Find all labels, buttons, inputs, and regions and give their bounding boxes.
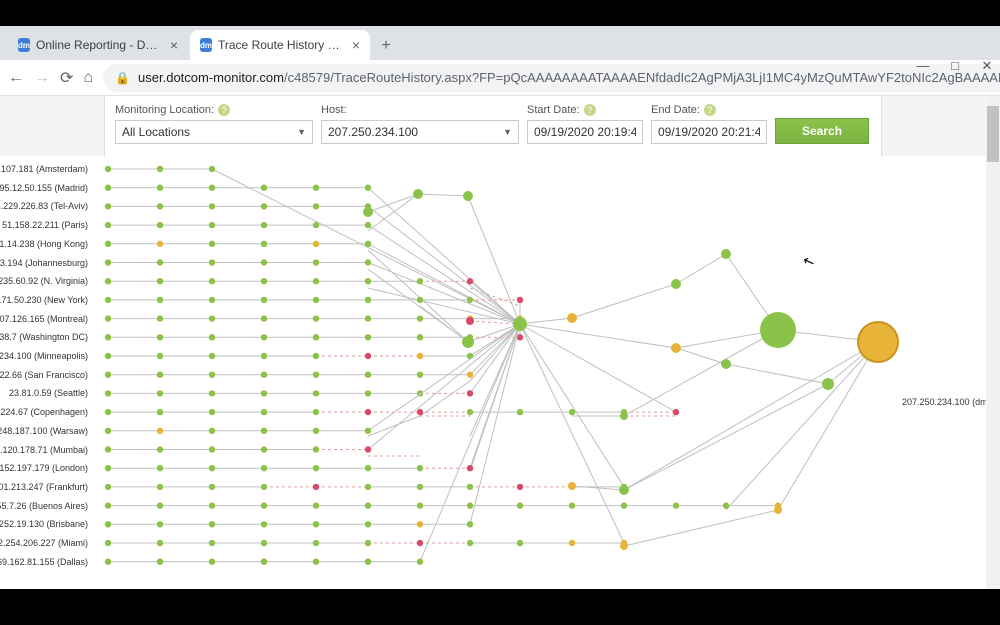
source-label: 103.120.178.71 (Mumbai) bbox=[0, 445, 88, 455]
chevron-down-icon: ▼ bbox=[297, 127, 306, 137]
help-icon[interactable]: ? bbox=[704, 104, 716, 116]
source-label: 5.152.197.179 (London) bbox=[0, 463, 88, 473]
source-label: 51.158.22.211 (Paris) bbox=[2, 220, 88, 230]
source-label: 5.201.213.247 (Frankfurt) bbox=[0, 482, 88, 492]
help-icon[interactable]: ? bbox=[218, 104, 230, 116]
source-label: 49.22.66 (San Francisco) bbox=[0, 370, 88, 380]
tab-favicon-icon: dm bbox=[18, 38, 30, 52]
end-date-input[interactable] bbox=[651, 120, 767, 144]
end-date-label: End Date:? bbox=[651, 104, 767, 116]
network-svg bbox=[0, 156, 986, 589]
back-button[interactable]: ← bbox=[8, 69, 24, 87]
source-label: 21.23.194 (Johannesburg) bbox=[0, 258, 88, 268]
source-label: 23.235.60.92 (N. Virginia) bbox=[0, 276, 88, 286]
help-icon[interactable]: ? bbox=[584, 104, 596, 116]
scrollbar[interactable] bbox=[986, 96, 1000, 589]
forward-button[interactable]: → bbox=[34, 69, 50, 87]
scroll-thumb[interactable] bbox=[987, 106, 999, 162]
tab-close-icon[interactable]: × bbox=[170, 37, 178, 53]
start-date-label: Start Date:? bbox=[527, 104, 643, 116]
host-select[interactable]: 207.250.234.100▼ bbox=[321, 120, 519, 144]
source-label: 14.107.126.165 (Montreal) bbox=[0, 314, 88, 324]
source-label: 69.162.81.155 (Dallas) bbox=[0, 557, 88, 567]
source-label: 142.107.181 (Amsterdam) bbox=[0, 164, 88, 174]
tab-favicon-icon: dm bbox=[200, 38, 212, 52]
source-label: 23.81.0.59 (Seattle) bbox=[9, 388, 88, 398]
url-text: user.dotcom-monitor.com/c48579/TraceRout… bbox=[138, 70, 1000, 85]
source-label: 28.238.7 (Washington DC) bbox=[0, 332, 88, 342]
source-label: 185.229.226.83 (Tel-Aviv) bbox=[0, 201, 88, 211]
tab-title: Online Reporting - Dotcom-Mo bbox=[36, 38, 160, 52]
tab-bar: dm Online Reporting - Dotcom-Mo × dm Tra… bbox=[0, 26, 1000, 60]
source-label: 50.234.100 (Minneapolis) bbox=[0, 351, 88, 361]
traceroute-chart[interactable]: 142.107.181 (Amsterdam) 195.12.50.155 (Ma… bbox=[0, 156, 986, 589]
new-tab-button[interactable]: + bbox=[372, 32, 400, 60]
home-button[interactable]: ⌂ bbox=[83, 69, 93, 87]
lock-icon: 🔒 bbox=[115, 71, 130, 85]
start-date-input[interactable] bbox=[527, 120, 643, 144]
search-button[interactable]: Search bbox=[775, 118, 869, 144]
tab-title: Trace Route History - Dotcom-M bbox=[218, 38, 342, 52]
source-label: 23.252.19.130 (Brisbane) bbox=[0, 519, 88, 529]
url-input[interactable]: 🔒 user.dotcom-monitor.com/c48579/TraceRo… bbox=[103, 64, 1000, 92]
window-controls: — □ ✕ bbox=[916, 58, 994, 74]
close-button[interactable]: ✕ bbox=[980, 58, 994, 74]
reload-button[interactable]: ⟳ bbox=[60, 68, 73, 88]
page-content: Monitoring Location:? All Locations▼ Hos… bbox=[0, 96, 1000, 589]
maximize-button[interactable]: □ bbox=[948, 58, 962, 74]
host-label: Host: bbox=[321, 104, 519, 116]
tab-close-icon[interactable]: × bbox=[352, 37, 360, 53]
tab-online-reporting[interactable]: dm Online Reporting - Dotcom-Mo × bbox=[8, 30, 188, 60]
filter-panel: Monitoring Location:? All Locations▼ Hos… bbox=[104, 96, 882, 159]
source-label: 46.248.187.100 (Warsaw) bbox=[0, 426, 88, 436]
tab-trace-route-history[interactable]: dm Trace Route History - Dotcom-M × bbox=[190, 30, 370, 60]
source-label: 206.224.67 (Copenhagen) bbox=[0, 407, 88, 417]
location-select[interactable]: All Locations▼ bbox=[115, 120, 313, 144]
source-label: 103.1.14.238 (Hong Kong) bbox=[0, 239, 88, 249]
location-label: Monitoring Location:? bbox=[115, 104, 313, 116]
source-label: 206.71.50.230 (New York) bbox=[0, 295, 88, 305]
source-label: 1.255.7.26 (Buenos Aires) bbox=[0, 501, 88, 511]
source-label: 162.254.206.227 (Miami) bbox=[0, 538, 88, 548]
address-bar: ← → ⟳ ⌂ 🔒 user.dotcom-monitor.com/c48579… bbox=[0, 60, 1000, 96]
minimize-button[interactable]: — bbox=[916, 58, 930, 74]
source-label: 195.12.50.155 (Madrid) bbox=[0, 183, 88, 193]
chevron-down-icon: ▼ bbox=[503, 127, 512, 137]
